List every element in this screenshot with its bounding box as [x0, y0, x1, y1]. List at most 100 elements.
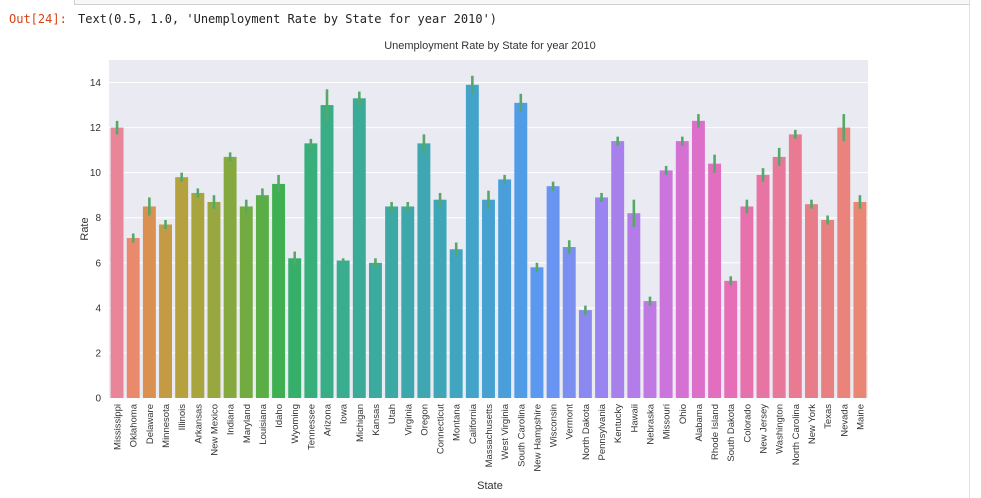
- output-prompt: Out[24]:: [9, 12, 67, 26]
- x-tick-label: Iowa: [339, 403, 350, 424]
- bar: [191, 192, 205, 398]
- notebook-scroll-rule: [969, 0, 970, 498]
- bar: [352, 98, 366, 398]
- bar: [159, 224, 172, 398]
- bar: [514, 102, 528, 399]
- x-tick-label: Ohio: [678, 404, 689, 424]
- x-tick-label: New York: [807, 404, 818, 444]
- x-tick-label: Nebraska: [645, 403, 656, 444]
- x-tick-label: Montana: [452, 403, 463, 441]
- x-tick-label: North Dakota: [581, 403, 592, 460]
- x-tick-label: Arkansas: [193, 404, 204, 444]
- bar: [546, 186, 560, 398]
- y-tick-label: 6: [95, 258, 101, 269]
- error-bars: [115, 75, 862, 315]
- x-tick-label: California: [468, 403, 479, 444]
- x-tick-label: Connecticut: [436, 404, 447, 455]
- bar: [223, 156, 237, 398]
- bar: [482, 199, 495, 398]
- x-tick-label: Rhode Island: [710, 404, 721, 460]
- bar: [675, 141, 689, 398]
- bar: [433, 199, 447, 398]
- y-tick-label: 4: [95, 303, 101, 314]
- x-tick-label: Indiana: [226, 403, 237, 435]
- bar: [530, 267, 544, 398]
- x-tick-label: Pennsylvania: [597, 403, 608, 460]
- y-axis-label: Rate: [79, 217, 91, 240]
- x-tick-label: North Carolina: [791, 403, 802, 465]
- bar: [595, 197, 609, 398]
- x-tick-label: New Jersey: [759, 404, 770, 454]
- bar: [336, 260, 350, 398]
- bar: [643, 301, 657, 398]
- bar: [691, 120, 705, 398]
- x-tick-label: Wisconsin: [549, 404, 560, 447]
- x-tick-label: Arizona: [323, 403, 334, 436]
- bar: [756, 174, 770, 398]
- bar: [805, 204, 818, 398]
- x-tick-label: Missouri: [662, 404, 673, 439]
- x-tick-label: Illinois: [177, 404, 188, 431]
- x-tick-label: Massachusetts: [484, 404, 495, 468]
- bar: [708, 163, 722, 398]
- x-axis-label: State: [477, 480, 503, 492]
- x-tick-label: Tennessee: [306, 404, 317, 450]
- chart-title: Unemployment Rate by State for year 2010: [384, 40, 596, 52]
- output-text: Text(0.5, 1.0, 'Unemployment Rate by Sta…: [78, 12, 498, 26]
- bar: [449, 249, 463, 398]
- bar: [288, 258, 302, 398]
- x-tick-label: Maine: [855, 404, 866, 430]
- x-tick-label: Alabama: [694, 403, 705, 441]
- bar: [837, 127, 851, 398]
- x-tick-label: Minnesota: [161, 403, 172, 448]
- bar: [821, 219, 835, 398]
- bar: [562, 247, 576, 398]
- bar: [175, 177, 189, 398]
- x-tick-label: South Carolina: [516, 403, 527, 467]
- x-tick-label: Kansas: [371, 404, 382, 436]
- bar: [320, 105, 334, 399]
- x-tick-label: Delaware: [145, 404, 156, 444]
- bar: [465, 84, 479, 398]
- x-tick-label: Colorado: [742, 404, 753, 443]
- x-tick-label: Utah: [387, 404, 398, 424]
- bar: [578, 310, 592, 398]
- bar: [255, 195, 269, 398]
- bars: [110, 84, 867, 399]
- x-tick-label: Oklahoma: [129, 403, 140, 447]
- bar: [853, 201, 867, 398]
- bar: [401, 206, 415, 398]
- bar: [368, 262, 382, 398]
- bar: [659, 170, 673, 398]
- y-tick-labels: 0 2 4 6 8 10 12 14: [90, 78, 102, 404]
- y-tick-label: 8: [95, 213, 101, 224]
- x-tick-label: Louisiana: [258, 403, 269, 444]
- bar: [740, 206, 754, 398]
- bar: [772, 156, 786, 398]
- x-tick-label: Nevada: [839, 403, 850, 436]
- bar: [239, 206, 253, 398]
- x-tick-label: Idaho: [274, 404, 285, 428]
- x-tick-label: Maryland: [242, 404, 253, 443]
- y-tick-label: 10: [90, 168, 102, 179]
- bar: [498, 179, 512, 398]
- bar: [724, 280, 738, 398]
- x-tick-label: South Dakota: [726, 403, 737, 461]
- x-tick-label: Mississippi: [113, 404, 124, 450]
- bar: [110, 127, 124, 398]
- bar: [207, 201, 221, 398]
- x-tick-label: Wyoming: [290, 404, 301, 444]
- bar: [385, 206, 399, 398]
- bar: [126, 238, 140, 398]
- x-tick-label: Washington: [775, 404, 786, 454]
- x-tick-labels: Mississippi Oklahoma Delaware Minnesota Illi…: [113, 403, 867, 471]
- bar: [417, 143, 431, 398]
- x-tick-label: Oregon: [419, 404, 430, 436]
- y-tick-label: 12: [90, 123, 102, 134]
- y-tick-label: 14: [90, 78, 102, 89]
- x-tick-label: New Mexico: [209, 404, 220, 456]
- x-tick-label: Michigan: [355, 404, 366, 442]
- bar: [272, 183, 286, 398]
- x-tick-label: West Virginia: [500, 403, 511, 459]
